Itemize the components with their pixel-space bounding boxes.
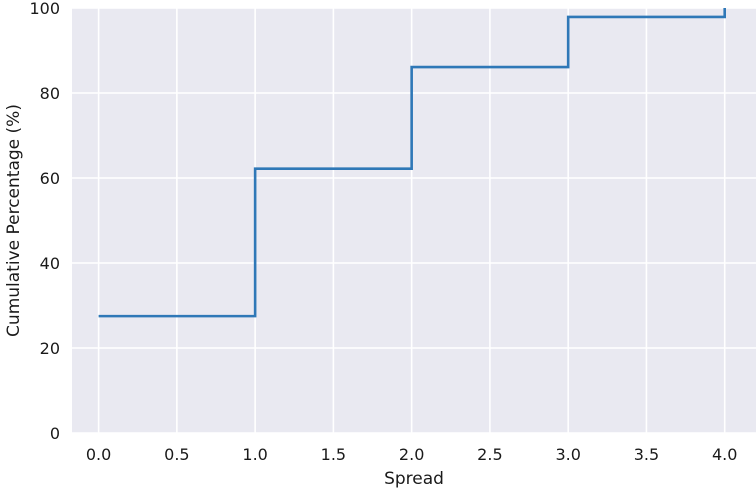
- x-tick-label: 2.5: [477, 445, 502, 464]
- x-tick-label: 2.0: [399, 445, 424, 464]
- x-tick-label: 3.0: [555, 445, 580, 464]
- y-tick-label: 100: [29, 0, 60, 18]
- series-layer: [98, 8, 726, 318]
- x-tick-label: 3.5: [634, 445, 659, 464]
- x-tick-label: 4.0: [712, 445, 737, 464]
- y-tick-label: 60: [40, 169, 60, 188]
- y-tick-label: 80: [40, 84, 60, 103]
- plot-area: [72, 8, 756, 433]
- x-tick-label: 0.0: [86, 445, 111, 464]
- grid-lines: [72, 7, 756, 434]
- x-tick-label: 1.5: [321, 445, 346, 464]
- y-tick-label: 40: [40, 254, 60, 273]
- y-tick-label: 20: [40, 339, 60, 358]
- y-tick-label: 0: [50, 424, 60, 443]
- step-line-series: [98, 8, 726, 318]
- x-axis-label: Spread: [384, 469, 444, 489]
- tick-labels: 0.0 0.5 1.0 1.5 2.0 2.5 3.0 3.5 4.0 0 20 40 60 80 100: [29, 0, 737, 464]
- x-tick-label: 1.0: [242, 445, 267, 464]
- y-axis-label: Cumulative Percentage (%): [4, 104, 24, 337]
- x-tick-label: 0.5: [164, 445, 189, 464]
